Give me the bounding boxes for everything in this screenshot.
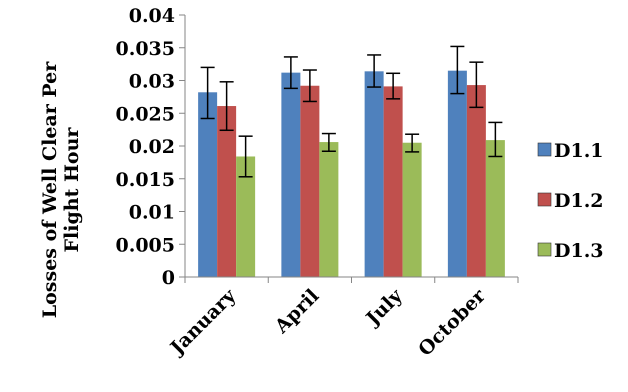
- axes: [184, 15, 519, 283]
- error-bar-D1-1-july: [367, 54, 382, 88]
- error-bar-D1-2-july: [386, 72, 401, 100]
- legend-swatch: [537, 242, 552, 257]
- bar-D1-1-october: [447, 70, 467, 277]
- legend-label: D1.3: [554, 240, 604, 262]
- x-axis-categories: January April July October: [165, 284, 491, 360]
- y-axis-ticks: 0 0.005 0.01 0.015 0.02 0.025 0.03 0.035 0.04: [116, 5, 185, 289]
- legend-label: D1.1: [554, 140, 604, 162]
- error-bar-D1-1-april: [283, 56, 298, 90]
- legend-item-D1-3: D1.3: [537, 240, 604, 262]
- error-bar-D1-3-january: [238, 135, 253, 178]
- y-tick-label: 0: [162, 267, 175, 289]
- x-category-label: October: [414, 284, 490, 360]
- y-tick-label: 0.015: [116, 169, 176, 191]
- x-category-label: January: [165, 284, 241, 360]
- y-tick-label: 0.03: [129, 71, 175, 93]
- y-tick-label: 0.035: [116, 38, 176, 60]
- legend-swatch: [537, 142, 552, 157]
- legend: D1.1 D1.2 D1.3: [537, 140, 604, 262]
- y-axis-label-line: Flight Hour: [61, 127, 83, 253]
- x-category-label: April: [270, 285, 323, 338]
- error-bar-D1-2-october: [469, 61, 484, 109]
- bar-D1-2-april: [300, 85, 320, 278]
- error-bar-D1-1-october: [450, 45, 465, 95]
- error-bar-D1-2-january: [219, 81, 234, 132]
- y-axis-label: Losses of Well Clear PerFlight Hour: [39, 61, 83, 318]
- y-axis-label-line: Losses of Well Clear Per: [39, 61, 61, 318]
- bars: [198, 70, 505, 278]
- bar-D1-1-january: [198, 92, 218, 277]
- bar-D1-1-july: [364, 71, 384, 277]
- y-axis-label-text: Losses of Well Clear PerFlight Hour: [39, 61, 83, 318]
- legend-swatch: [537, 192, 552, 207]
- bar-D1-3-april: [319, 142, 339, 277]
- bar-D1-3-january: [236, 156, 256, 277]
- error-bars: [200, 45, 503, 178]
- bar-D1-1-april: [281, 72, 301, 277]
- legend-item-D1-1: D1.1: [537, 140, 604, 162]
- error-bar-D1-2-april: [302, 69, 317, 103]
- error-bar-D1-3-july: [405, 133, 420, 153]
- y-tick-label: 0.01: [129, 202, 175, 224]
- bar-D1-2-october: [466, 85, 486, 278]
- legend-item-D1-2: D1.2: [537, 190, 604, 212]
- legend-label: D1.2: [554, 190, 604, 212]
- y-tick-label: 0.025: [116, 103, 176, 125]
- y-tick-label: 0.02: [129, 136, 175, 158]
- bar-D1-3-july: [402, 142, 422, 277]
- error-bar-D1-3-october: [488, 121, 503, 158]
- error-bar-D1-3-april: [321, 132, 336, 152]
- bar-D1-3-october: [485, 140, 505, 277]
- y-tick-label: 0.04: [129, 5, 175, 27]
- bar-D1-2-july: [383, 86, 403, 278]
- error-bar-D1-1-january: [200, 66, 215, 120]
- bar-D1-2-january: [217, 106, 237, 277]
- x-category-label: July: [361, 284, 408, 331]
- y-tick-label: 0.005: [116, 234, 176, 256]
